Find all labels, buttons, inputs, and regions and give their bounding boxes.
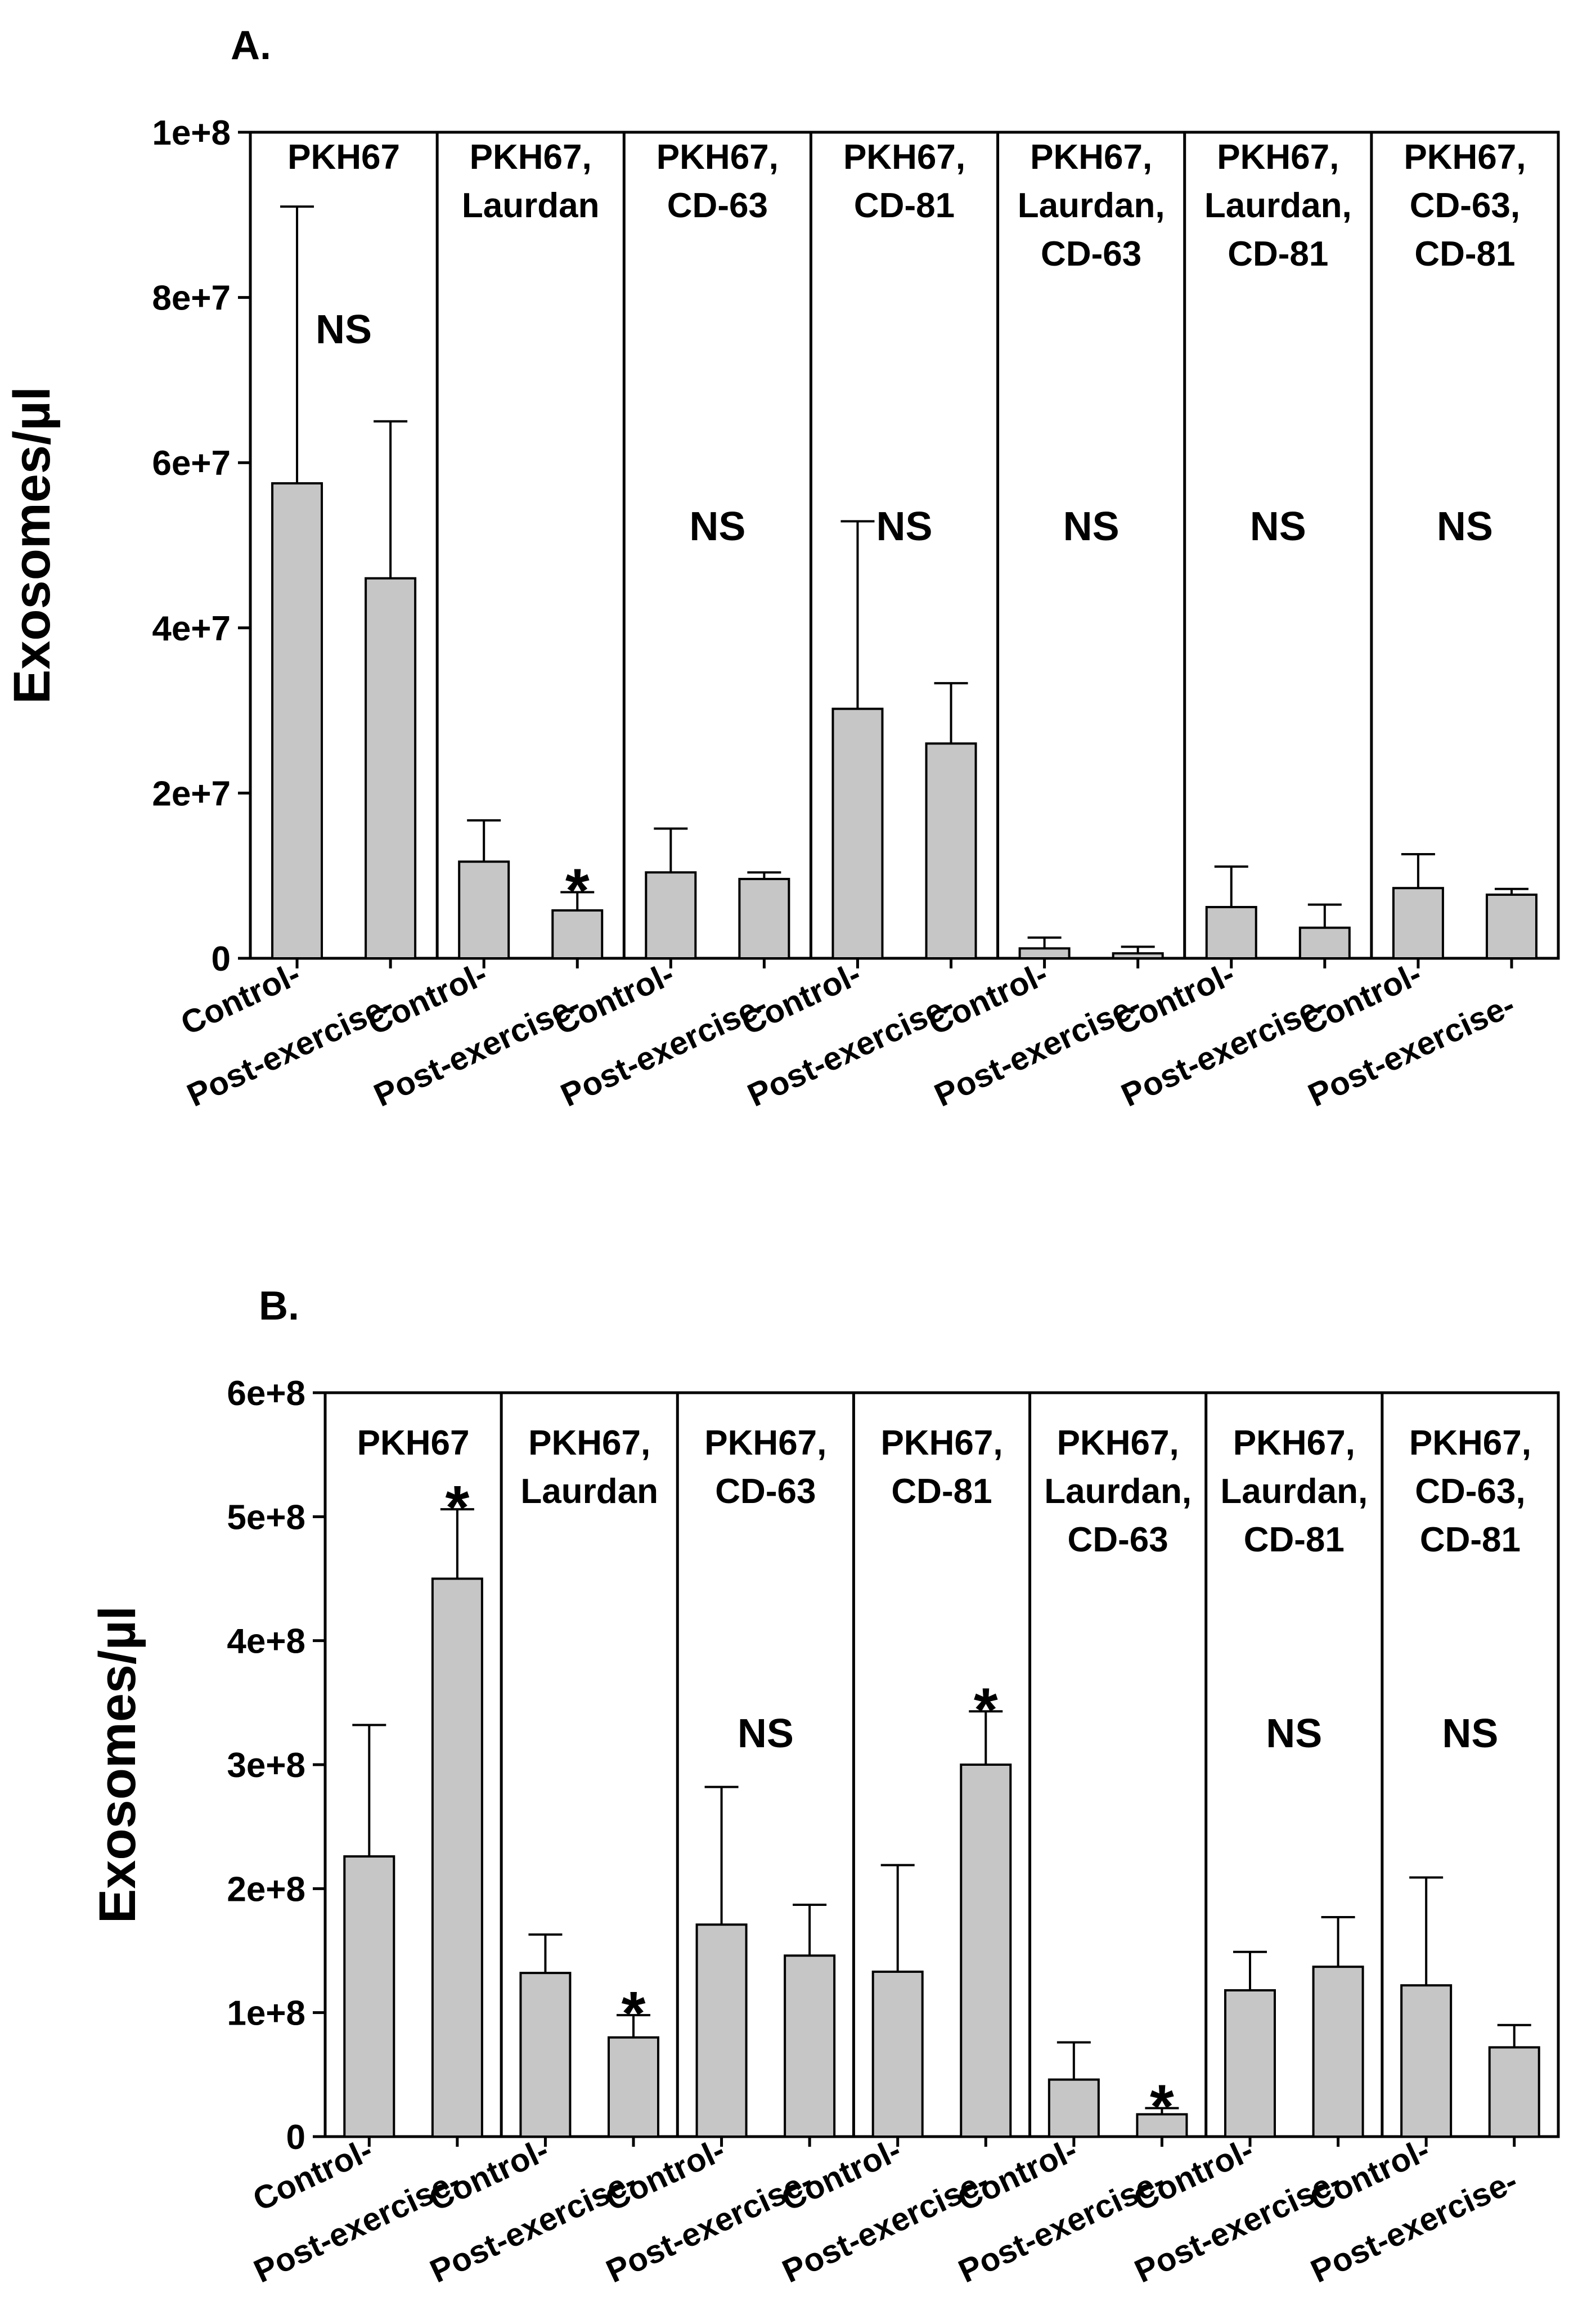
group-label: PKH67,: [657, 138, 779, 177]
group-label: CD-63,: [1415, 1472, 1525, 1511]
bar: [871, 1970, 924, 2138]
group-label: CD-63,: [1410, 186, 1520, 225]
group-label: CD-63: [715, 1472, 816, 1511]
group-label: PKH67: [357, 1424, 470, 1462]
group-label: CD-81: [1244, 1520, 1345, 1559]
group-label: CD-81: [1420, 1520, 1521, 1559]
significance-annotation: *: [565, 856, 590, 926]
bar: [738, 878, 790, 960]
significance-annotation: NS: [738, 1711, 794, 1756]
group-label: CD-81: [1228, 235, 1328, 273]
group-label: PKH67,: [1404, 138, 1526, 177]
y-tick-label: 4e+7: [152, 609, 231, 648]
bar: [1488, 2046, 1540, 2138]
y-axis-title: Exosomes/µl: [89, 1606, 146, 1923]
bar: [1205, 905, 1257, 960]
y-tick-label: 5e+8: [227, 1498, 305, 1537]
y-tick-label: 0: [212, 940, 231, 979]
bar: [551, 909, 604, 959]
significance-annotation: NS: [1063, 504, 1120, 549]
group-label: PKH67,: [1409, 1424, 1531, 1462]
bar: [343, 1855, 395, 2138]
significance-annotation: *: [445, 1473, 469, 1542]
group-label: PKH67: [287, 138, 400, 177]
bar: [1112, 952, 1164, 960]
group-label: Laurdan: [520, 1472, 658, 1511]
y-tick-label: 6e+7: [152, 444, 231, 483]
x-category-label: Control-: [176, 955, 306, 1042]
bar: [1485, 893, 1537, 959]
group-label: PKH67,: [470, 138, 592, 177]
significance-annotation: NS: [1442, 1711, 1498, 1756]
plot-frame: [249, 131, 1560, 960]
bar: [695, 1923, 748, 2138]
y-tick-label: 4e+8: [227, 1622, 305, 1661]
group-label: Laurdan,: [1018, 186, 1165, 225]
bar: [365, 577, 417, 959]
significance-annotation: NS: [1266, 1711, 1322, 1756]
group-label: PKH67,: [880, 1424, 1002, 1462]
panel-a-chart: A. Exosomes/µl 0 2e+7 4e+7 6e+7 8e+7 1e+8 PKH67 C…: [3, 23, 1560, 1114]
significance-annotation: NS: [1250, 504, 1306, 549]
bar: [1400, 1984, 1453, 2138]
y-axis-title: Exosomes/µl: [3, 387, 61, 704]
bar: [1224, 1989, 1276, 2138]
y-tick-label: 6e+8: [227, 1374, 305, 1413]
bar: [1047, 2078, 1100, 2138]
panel-b-chart: B. Exosomes/µl 0 1e+8 2e+8 3e+8 4e+8 5e+8 6e+8 PK…: [89, 1284, 1560, 2290]
y-tick-label: 0: [286, 2118, 305, 2157]
group-label: CD-63: [1041, 235, 1141, 273]
group-label: Laurdan,: [1204, 186, 1352, 225]
bar: [831, 707, 884, 959]
bar: [960, 1764, 1012, 2138]
group-label: CD-63: [667, 186, 768, 225]
y-tick-label: 2e+8: [227, 1870, 305, 1909]
significance-annotation: NS: [876, 504, 932, 549]
y-tick-label: 8e+7: [152, 279, 231, 318]
group-label: PKH67,: [1217, 138, 1339, 177]
group-label: PKH67,: [528, 1424, 650, 1462]
y-tick-label: 2e+7: [152, 774, 231, 813]
significance-annotation: *: [974, 1675, 998, 1744]
significance-annotation: *: [1150, 2072, 1174, 2141]
group-label: PKH67,: [843, 138, 965, 177]
group-label: CD-81: [854, 186, 955, 225]
group-label: Laurdan: [462, 186, 600, 225]
bar: [1312, 1966, 1364, 2138]
bar: [1018, 947, 1071, 960]
panel-label: A.: [231, 23, 271, 68]
group-label: CD-81: [891, 1472, 992, 1511]
bar: [608, 2036, 659, 2138]
bar: [1298, 926, 1351, 959]
significance-annotation: NS: [316, 307, 372, 352]
bar: [925, 742, 977, 959]
group-label: PKH67,: [1057, 1424, 1179, 1462]
bar: [1392, 887, 1444, 959]
panel-label: B.: [259, 1284, 299, 1329]
bar: [645, 871, 697, 959]
group-label: CD-63: [1068, 1520, 1168, 1559]
group-label: Laurdan,: [1044, 1472, 1192, 1511]
significance-annotation: *: [622, 1979, 646, 2048]
bar: [431, 1577, 483, 2138]
bar: [519, 1972, 572, 2138]
significance-annotation: NS: [689, 504, 745, 549]
group-label: CD-81: [1414, 235, 1515, 273]
group-label: PKH67,: [1030, 138, 1152, 177]
group-label: PKH67,: [1233, 1424, 1355, 1462]
y-tick-label: 1e+8: [227, 1994, 305, 2033]
y-tick-label: 1e+8: [152, 114, 231, 152]
significance-annotation: NS: [1437, 504, 1493, 549]
y-tick-label: 3e+8: [227, 1746, 305, 1785]
bar: [784, 1954, 836, 2138]
group-label: PKH67,: [704, 1424, 826, 1462]
bar: [458, 860, 510, 960]
bar: [271, 482, 323, 959]
group-label: Laurdan,: [1220, 1472, 1368, 1511]
